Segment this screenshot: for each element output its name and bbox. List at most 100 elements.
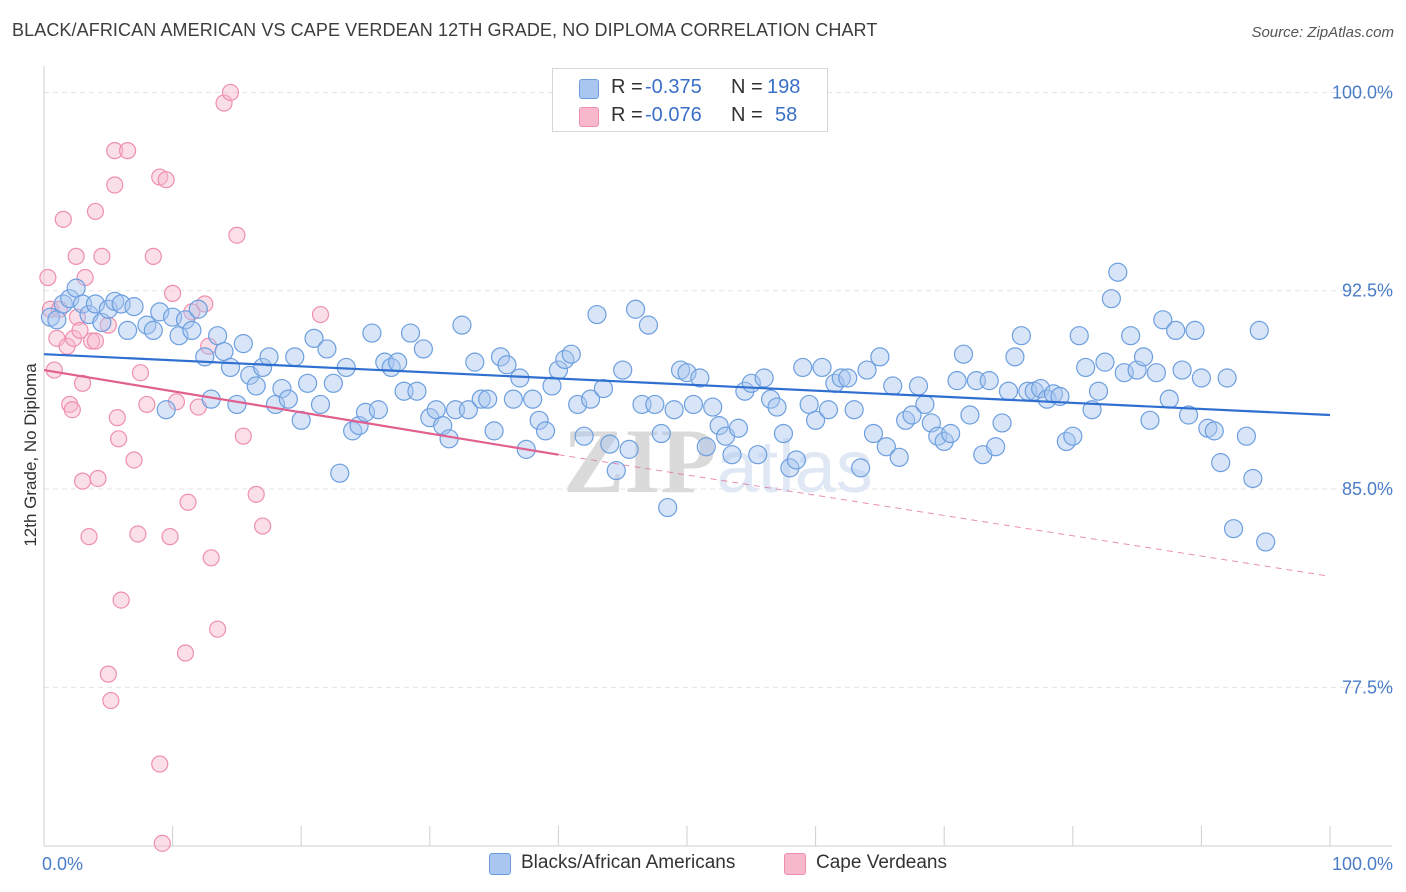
data-point-cape-verdean xyxy=(102,691,120,710)
data-point-black-american xyxy=(1076,357,1096,378)
data-point-cape-verdean xyxy=(63,401,81,419)
data-point-black-american xyxy=(651,423,671,444)
data-point-black-american xyxy=(272,378,292,399)
data-point-cape-verdean xyxy=(138,395,156,414)
data-point-black-american xyxy=(728,418,749,438)
data-point-black-american xyxy=(503,389,523,409)
data-point-black-american xyxy=(1166,320,1186,341)
data-point-black-american xyxy=(870,347,890,367)
data-point-black-american xyxy=(998,381,1019,401)
data-point-black-american xyxy=(1185,320,1205,341)
data-point-cape-verdean xyxy=(82,332,101,350)
data-point-black-american xyxy=(465,352,485,372)
data-point-black-american xyxy=(1121,326,1141,346)
legend-n-value: 58 xyxy=(775,104,798,126)
data-point-black-american xyxy=(863,423,884,444)
data-point-cape-verdean xyxy=(67,247,85,265)
data-point-black-american xyxy=(156,400,176,420)
data-point-black-american xyxy=(760,389,781,409)
data-point-black-american xyxy=(458,400,478,420)
data-point-black-american xyxy=(606,460,626,481)
data-point-black-american xyxy=(1256,532,1276,552)
data-point-cape-verdean xyxy=(73,472,92,490)
data-point-black-american xyxy=(1088,381,1109,401)
data-point-black-american xyxy=(1249,320,1269,341)
data-point-cape-verdean xyxy=(109,430,128,448)
data-point-black-american xyxy=(773,423,794,444)
data-point-black-american xyxy=(137,315,157,335)
data-point-cape-verdean xyxy=(99,316,117,334)
data-point-cape-verdean xyxy=(209,620,227,638)
data-point-black-american xyxy=(150,302,170,322)
data-point-black-american xyxy=(529,410,549,430)
data-point-black-american xyxy=(330,463,350,483)
data-point-cape-verdean xyxy=(106,142,124,160)
axes xyxy=(43,66,1392,847)
data-point-black-american xyxy=(844,400,864,420)
data-point-black-american xyxy=(407,381,427,401)
bottom-legend-label: Blacks/African Americans xyxy=(521,852,736,873)
data-point-black-american xyxy=(1069,326,1089,346)
data-point-black-american xyxy=(85,294,106,314)
data-point-black-american xyxy=(98,299,118,319)
data-point-cape-verdean xyxy=(106,176,124,194)
data-point-black-american xyxy=(767,397,787,417)
data-point-cape-verdean xyxy=(228,226,246,244)
legend-swatch-pink xyxy=(579,107,599,127)
data-point-black-american xyxy=(1005,347,1025,367)
data-point-black-american xyxy=(1217,368,1237,388)
y-tick-label: 77.5% xyxy=(1342,677,1393,697)
data-point-black-american xyxy=(413,339,433,359)
data-point-black-american xyxy=(1223,519,1244,539)
data-point-black-american xyxy=(568,394,588,415)
data-point-cape-verdean xyxy=(176,644,195,662)
data-point-black-american xyxy=(1133,347,1154,367)
data-point-black-american xyxy=(645,394,665,415)
data-point-black-american xyxy=(278,389,298,409)
data-point-black-american xyxy=(117,320,138,341)
data-point-black-american xyxy=(883,376,903,396)
data-point-black-american xyxy=(838,368,858,388)
data-point-black-american xyxy=(677,363,697,383)
data-point-cape-verdean xyxy=(151,755,169,773)
data-point-black-american xyxy=(1031,378,1051,399)
data-point-black-american xyxy=(1172,360,1192,380)
y-tick-label: 92.5% xyxy=(1342,281,1393,301)
data-point-black-american xyxy=(748,445,768,465)
data-point-black-american xyxy=(915,394,935,415)
data-point-black-american xyxy=(625,299,646,319)
correlation-legend: R = -0.375 N = 198 R = -0.076 N = 58 xyxy=(552,68,828,132)
data-point-black-american xyxy=(285,347,305,367)
y-tick-label: 100.0% xyxy=(1332,82,1393,102)
data-point-black-american xyxy=(1082,400,1102,420)
data-point-black-american xyxy=(908,376,929,396)
data-point-black-american xyxy=(368,400,388,420)
data-point-black-american xyxy=(388,352,408,372)
data-point-black-american xyxy=(490,347,511,367)
data-point-black-american xyxy=(143,320,163,341)
data-point-black-american xyxy=(805,410,826,430)
data-point-black-american xyxy=(1146,363,1166,383)
data-point-cape-verdean xyxy=(247,485,265,503)
data-point-black-american xyxy=(452,315,472,335)
data-point-black-american xyxy=(709,415,729,436)
black-american-points xyxy=(40,262,1276,552)
data-point-cape-verdean xyxy=(125,451,143,469)
data-point-black-american xyxy=(310,394,331,415)
data-point-black-american xyxy=(786,450,806,470)
data-point-black-american xyxy=(1153,310,1173,330)
data-point-black-american xyxy=(953,344,974,364)
data-point-black-american xyxy=(1191,368,1212,388)
data-point-black-american xyxy=(259,347,279,367)
data-point-black-american xyxy=(175,310,196,330)
data-point-black-american xyxy=(960,405,980,425)
x-tick-label: 100.0% xyxy=(1332,854,1393,874)
data-point-black-american xyxy=(754,368,774,388)
data-point-cape-verdean xyxy=(215,94,233,112)
data-point-cape-verdean xyxy=(164,284,182,302)
data-point-black-american xyxy=(613,360,633,380)
data-point-black-american xyxy=(188,299,208,319)
data-point-cape-verdean xyxy=(167,393,186,411)
data-point-black-american xyxy=(690,368,710,388)
data-point-black-american xyxy=(1095,352,1115,372)
